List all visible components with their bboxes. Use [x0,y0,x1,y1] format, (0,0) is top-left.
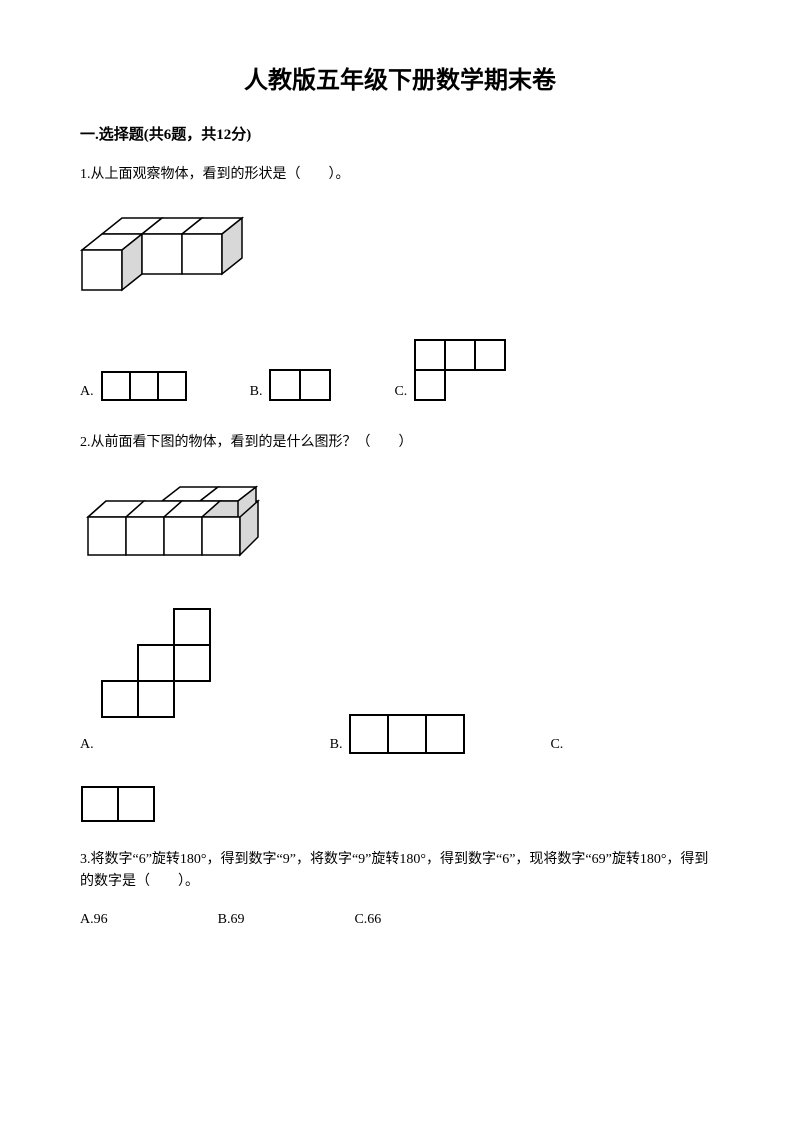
q1-option-b-label: B. [250,384,263,404]
q1-options: A. B. C. [80,338,720,404]
q1-iso-figure [80,204,720,314]
q2-option-c: C. [550,737,563,757]
page-title: 人教版五年级下册数学期末卷 [80,60,720,95]
q2-option-a-label: A. [80,737,94,757]
q2-opt-b-shape [348,713,470,757]
q2-options: A. B. C. [80,607,720,757]
q3-text: 3.将数字“6”旋转180°，得到数字“9”，将数字“9”旋转180°，得到数字… [80,849,720,894]
q1-text: 1.从上面观察物体，看到的形状是（ ）。 [80,164,720,186]
section-title: 一.选择题(共6题，共12分) [80,123,720,144]
q1-opt-a-shape [100,370,190,404]
q2-option-c-label: C. [550,737,563,757]
q2-option-b: B. [330,713,471,757]
q3-option-c: C.66 [354,912,381,928]
q2-text: 2.从前面看下图的物体，看到的是什么图形？（ ） [80,432,720,454]
q1-option-b: B. [250,368,335,404]
q2-option-b-label: B. [330,737,343,757]
q3-option-b: B.69 [218,912,245,928]
q1-opt-b-shape [268,368,334,404]
q2-iso-figure [80,473,720,583]
q1-option-c: C. [394,338,513,404]
q2-opt-a-shape [100,607,250,757]
q1-option-a-label: A. [80,384,94,404]
q1-option-a: A. [80,370,190,404]
q2-option-a: A. [80,607,250,757]
q2-below-shape [80,785,720,825]
q1-option-c-label: C. [394,384,407,404]
q1-opt-c-shape [413,338,513,404]
q3-options: A.96 B.69 C.66 [80,912,720,928]
q3-option-a: A.96 [80,912,108,928]
